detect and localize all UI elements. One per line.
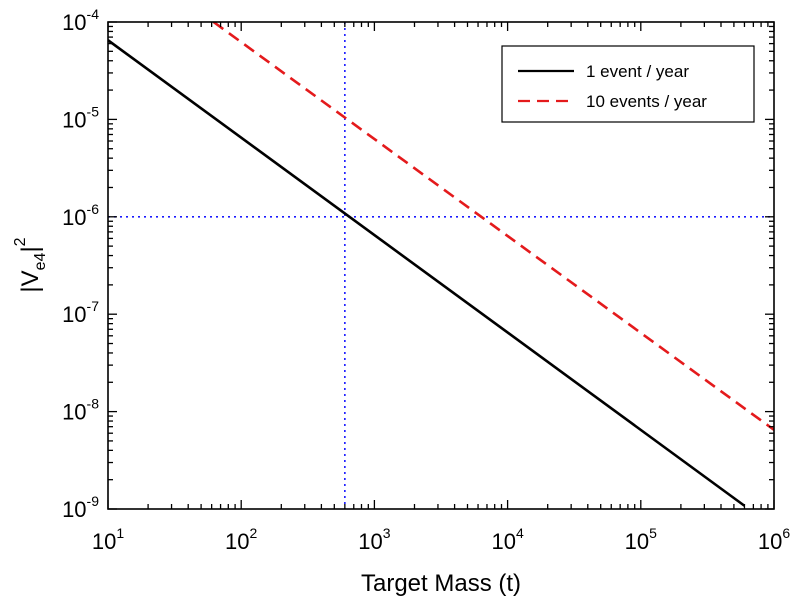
- x-tick-label: 104: [491, 525, 523, 554]
- x-tick-label-base: 10: [758, 529, 782, 554]
- y-tick-label: 10-7: [62, 298, 99, 327]
- y-tick-label-exponent: -5: [87, 103, 100, 119]
- y-tick-label-base: 10: [62, 400, 86, 425]
- series-line-2: [212, 22, 774, 431]
- x-tick-label: 102: [225, 525, 257, 554]
- series-line-1: [108, 39, 746, 507]
- axis-ticks: [107, 21, 775, 510]
- x-tick-label: 101: [92, 525, 124, 554]
- x-tick-label-exponent: 6: [782, 525, 790, 541]
- y-axis-title-base: V: [17, 270, 44, 286]
- x-tick-label: 105: [625, 525, 657, 554]
- y-axis-title: |Ve4|2: [12, 237, 49, 292]
- x-tick-label-base: 10: [625, 529, 649, 554]
- y-tick-label-exponent: -7: [87, 298, 100, 314]
- y-tick-label: 10-9: [62, 493, 99, 522]
- y-tick-label: 10-5: [62, 103, 99, 132]
- y-axis-title-subscript: e4: [32, 252, 49, 270]
- y-tick-label-exponent: -8: [87, 396, 100, 412]
- legend-label-series-1: 1 event / year: [586, 62, 689, 81]
- y-axis-title-superscript: 2: [12, 237, 29, 246]
- x-tick-label-exponent: 4: [516, 525, 524, 541]
- x-tick-label-exponent: 2: [250, 525, 258, 541]
- x-tick-label-base: 10: [225, 529, 249, 554]
- x-tick-label: 103: [358, 525, 390, 554]
- series-lines: [108, 22, 774, 507]
- y-tick-label-base: 10: [62, 205, 86, 230]
- y-tick-label-exponent: -4: [87, 6, 100, 22]
- x-tick-label-exponent: 1: [116, 525, 124, 541]
- y-tick-label-base: 10: [62, 497, 86, 522]
- y-axis-title-bar-right: |: [17, 246, 44, 252]
- y-tick-label-base: 10: [62, 10, 86, 35]
- y-tick-label-base: 10: [62, 302, 86, 327]
- y-tick-label: 10-8: [62, 396, 99, 425]
- legend: 1 event / year 10 events / year: [501, 45, 755, 123]
- plot-frame: [107, 21, 775, 510]
- x-tick-label-exponent: 3: [383, 525, 391, 541]
- y-tick-label-exponent: -6: [87, 201, 100, 217]
- y-tick-labels: 10-910-810-710-610-510-4: [62, 6, 99, 522]
- x-tick-label-base: 10: [358, 529, 382, 554]
- legend-box: [501, 45, 755, 123]
- x-tick-label-base: 10: [491, 529, 515, 554]
- x-axis-title: Target Mass (t): [361, 570, 521, 597]
- y-tick-label-base: 10: [62, 107, 86, 132]
- legend-label-series-2: 10 events / year: [586, 92, 707, 111]
- y-tick-label: 10-6: [62, 201, 99, 230]
- y-axis-title-bar-left: |: [17, 286, 44, 292]
- x-tick-label: 106: [758, 525, 790, 554]
- y-tick-label: 10-4: [62, 6, 99, 35]
- x-tick-labels: 101 102 103 104 105 106: [92, 525, 790, 554]
- x-tick-label-exponent: 5: [649, 525, 657, 541]
- x-tick-label-base: 10: [92, 529, 116, 554]
- y-tick-label-exponent: -9: [87, 493, 100, 509]
